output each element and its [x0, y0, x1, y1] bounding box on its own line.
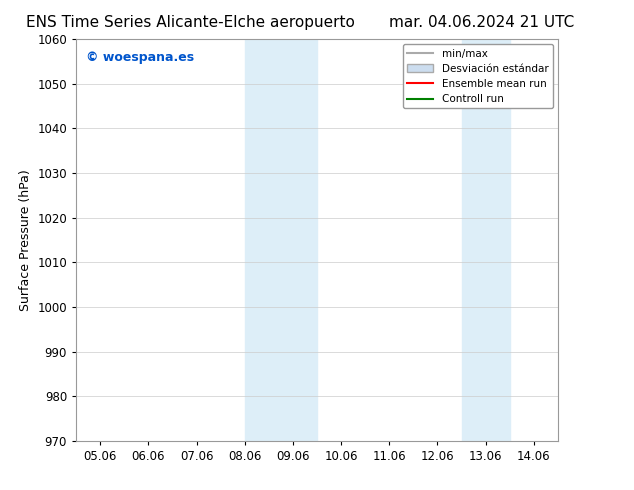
Text: ENS Time Series Alicante-Elche aeropuerto: ENS Time Series Alicante-Elche aeropuert… — [26, 15, 354, 30]
Text: © woespana.es: © woespana.es — [86, 51, 194, 64]
Bar — [462, 39, 486, 441]
Bar — [269, 39, 317, 441]
Legend: min/max, Desviación estándar, Ensemble mean run, Controll run: min/max, Desviación estándar, Ensemble m… — [403, 45, 553, 108]
Bar — [245, 39, 293, 441]
Text: mar. 04.06.2024 21 UTC: mar. 04.06.2024 21 UTC — [389, 15, 574, 30]
Y-axis label: Surface Pressure (hPa): Surface Pressure (hPa) — [19, 169, 32, 311]
Bar — [486, 39, 510, 441]
